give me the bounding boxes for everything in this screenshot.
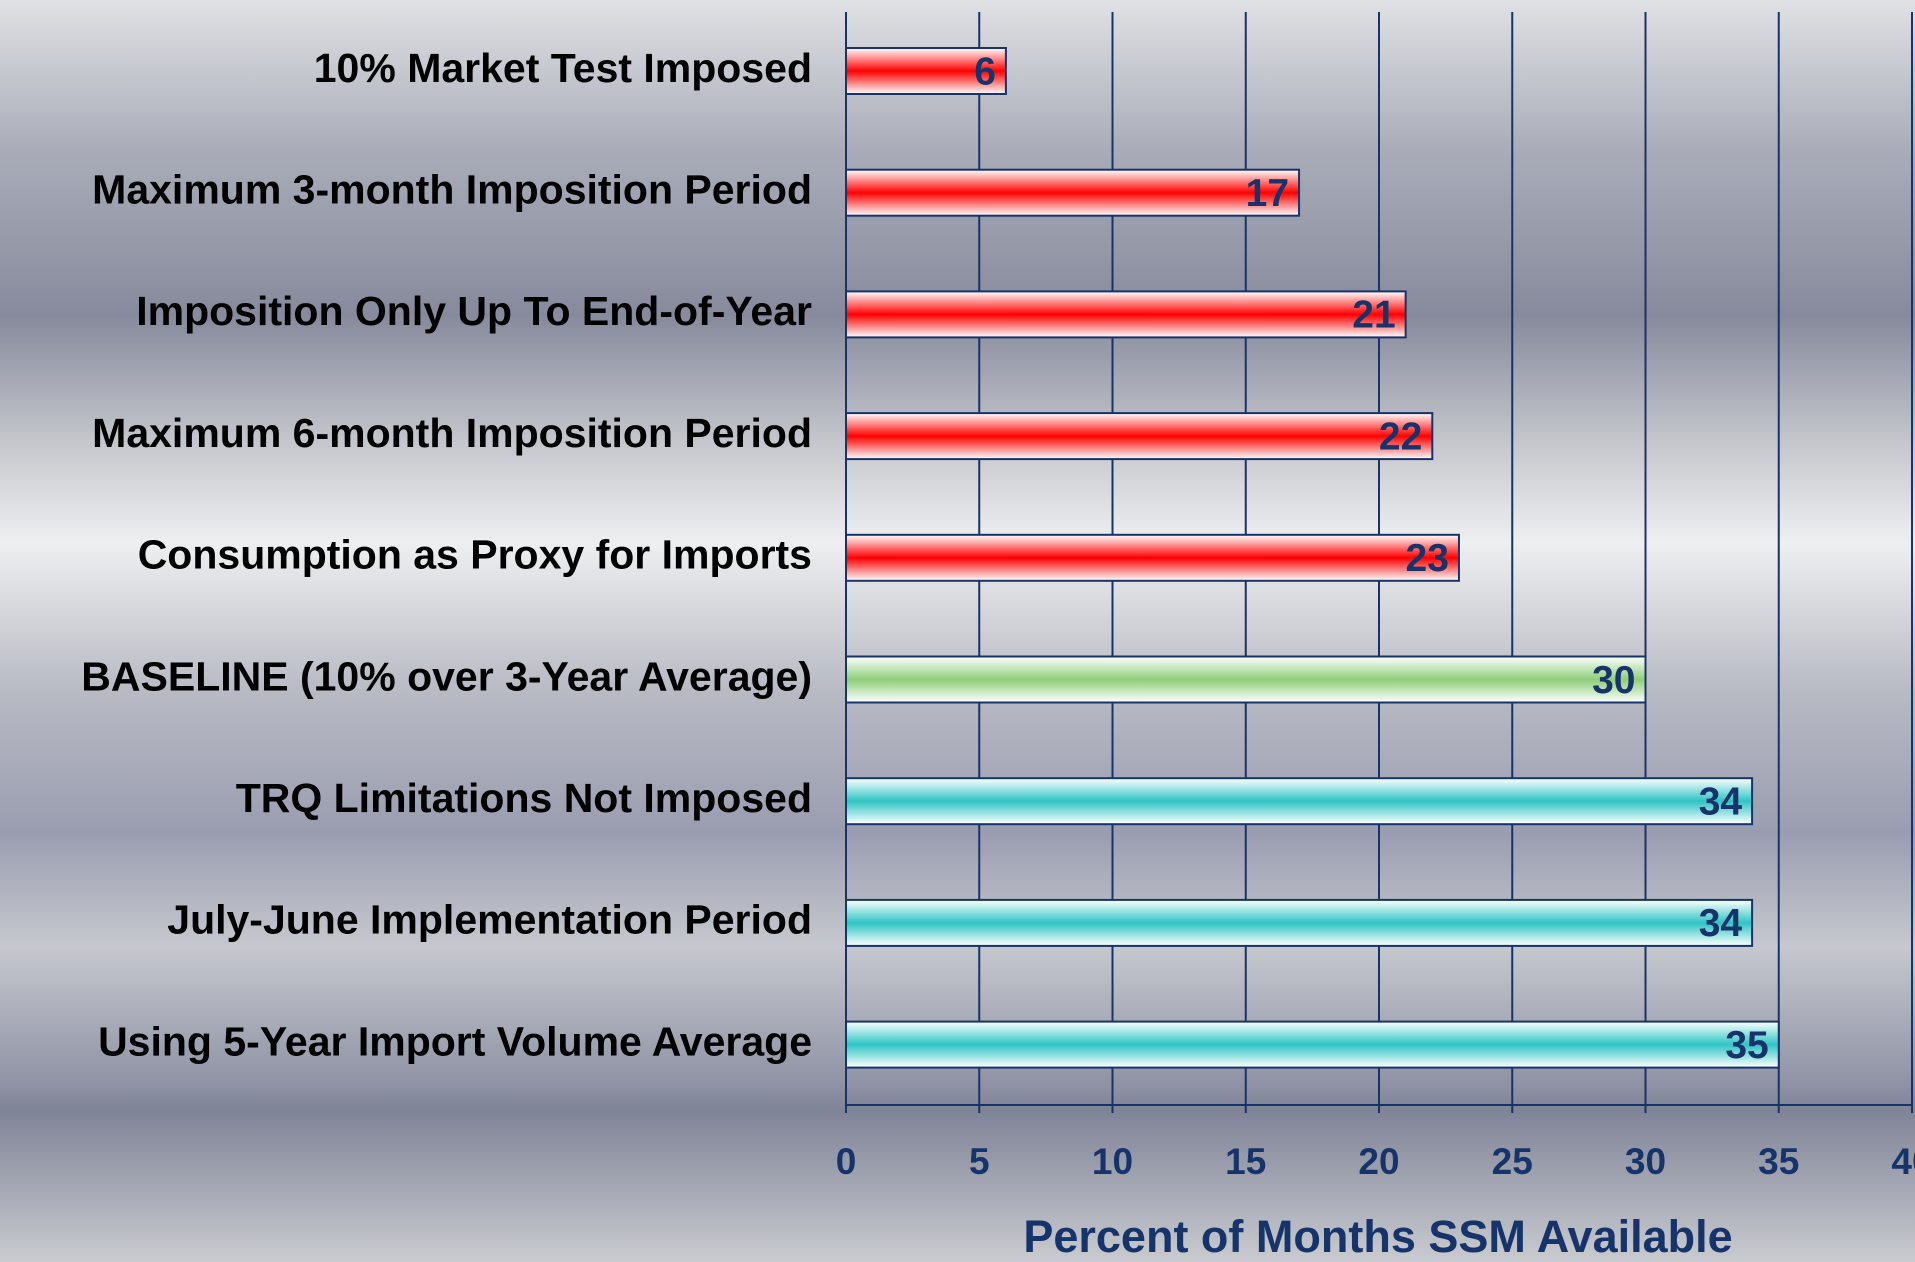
bar [845, 412, 1434, 461]
data-label: 30 [1592, 659, 1635, 702]
data-label: 23 [1406, 537, 1449, 580]
data-label: 34 [1699, 902, 1743, 945]
x-tick-label: 15 [1225, 1141, 1266, 1182]
y-tick-label: Consumption as Proxy for Imports [138, 532, 812, 578]
bar [845, 655, 1647, 704]
y-tick-label: Maximum 6-month Imposition Period [92, 410, 812, 456]
data-label: 17 [1246, 172, 1289, 215]
y-tick-label: Maximum 3-month Imposition Period [92, 167, 812, 213]
x-tick-label: 5 [969, 1141, 990, 1182]
x-tick-label: 10 [1092, 1141, 1133, 1182]
x-tick-label: 35 [1758, 1141, 1799, 1182]
data-label: 22 [1379, 415, 1422, 458]
data-label: 35 [1725, 1024, 1768, 1067]
bar [845, 1020, 1780, 1069]
x-tick-label: 0 [836, 1141, 857, 1182]
y-tick-label: BASELINE (10% over 3-Year Average) [81, 653, 812, 699]
x-axis-title: Percent of Months SSM Available [1023, 1211, 1732, 1262]
bar [845, 533, 1460, 582]
x-tick-label: 30 [1625, 1141, 1666, 1182]
y-tick-label: Imposition Only Up To End-of-Year [136, 288, 812, 334]
data-label: 6 [974, 50, 996, 93]
bar [845, 168, 1301, 217]
x-tick-label: 20 [1358, 1141, 1399, 1182]
bar [845, 898, 1754, 947]
x-tick-label: 40 [1891, 1141, 1915, 1182]
data-label: 21 [1352, 294, 1395, 337]
y-tick-label: 10% Market Test Imposed [314, 45, 812, 91]
bar [845, 777, 1754, 826]
bar [845, 290, 1407, 339]
y-tick-label: July-June Implementation Period [167, 897, 812, 943]
bar [845, 47, 1007, 95]
x-tick-label: 25 [1492, 1141, 1533, 1182]
y-tick-label: TRQ Limitations Not Imposed [236, 775, 812, 821]
data-label: 34 [1699, 780, 1743, 823]
y-tick-label: Using 5-Year Import Volume Average [98, 1018, 812, 1064]
